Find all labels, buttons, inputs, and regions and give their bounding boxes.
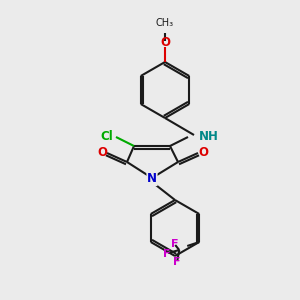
Text: F: F [172, 239, 179, 249]
Text: N: N [147, 172, 157, 185]
Text: F: F [164, 249, 171, 259]
Text: O: O [97, 146, 107, 158]
Text: F: F [173, 257, 181, 267]
Text: O: O [160, 37, 170, 50]
Text: Cl: Cl [100, 130, 113, 142]
Text: NH: NH [199, 130, 219, 142]
Text: CH₃: CH₃ [156, 18, 174, 28]
Text: O: O [198, 146, 208, 158]
